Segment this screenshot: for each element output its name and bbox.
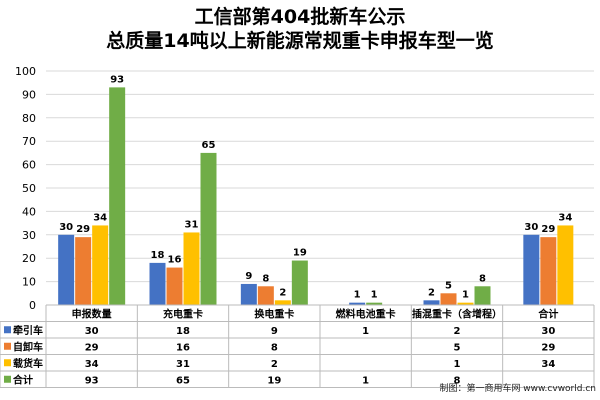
- data-label: 9: [245, 271, 252, 282]
- y-tick-label: 10: [22, 276, 36, 289]
- x-tick-label: 燃料电池重卡: [336, 307, 396, 320]
- table-cell: 9: [271, 326, 278, 337]
- x-tick-label: 换电重卡: [254, 307, 294, 320]
- x-tick-label: 充电重卡: [163, 307, 203, 320]
- bar: [240, 283, 257, 305]
- bar: [557, 225, 574, 305]
- chart-title-line2: 总质量14吨以上新能源常规重卡申报车型一览: [106, 30, 494, 52]
- legend-label: 载货车: [13, 357, 43, 370]
- data-label: 93: [110, 74, 124, 85]
- data-label: 8: [262, 273, 269, 284]
- data-label: 5: [445, 280, 452, 291]
- data-label: 16: [168, 255, 182, 266]
- y-tick-label: 100: [15, 65, 36, 78]
- x-tick-label: 申报数量: [72, 307, 112, 320]
- data-label: 2: [279, 287, 286, 298]
- x-tick-label: 合计: [537, 307, 558, 320]
- table-cell: 2: [271, 359, 278, 370]
- y-tick-label: 0: [29, 299, 36, 312]
- data-label: 30: [524, 222, 538, 233]
- table-cell: 65: [176, 375, 190, 386]
- table-cell: 34: [541, 359, 555, 370]
- data-label: 8: [479, 273, 486, 284]
- table-cell: 1: [362, 375, 369, 386]
- bar: [200, 152, 217, 305]
- table-cell: 2: [454, 326, 461, 337]
- bar: [257, 286, 274, 305]
- y-tick-label: 80: [22, 112, 36, 125]
- bar: [291, 260, 308, 305]
- legend-label: 牵引车: [13, 324, 43, 337]
- bar: [109, 87, 126, 305]
- table-cell: 31: [176, 359, 190, 370]
- data-label: 29: [76, 224, 90, 235]
- data-label: 31: [185, 219, 199, 230]
- bar: [92, 225, 109, 305]
- table-cell: 16: [176, 342, 190, 353]
- legend-swatch: [4, 342, 11, 350]
- table-cell: 8: [271, 342, 278, 353]
- y-tick-label: 70: [22, 135, 36, 148]
- chart-credit: 制图：第一商用车网 www.cvworld.cn: [439, 384, 596, 394]
- legend-swatch: [4, 375, 11, 383]
- bar: [183, 232, 200, 305]
- data-label: 34: [558, 212, 572, 223]
- y-tick-label: 40: [22, 205, 36, 218]
- data-label: 65: [202, 140, 216, 151]
- table-cell: 30: [541, 326, 555, 337]
- table-cell: 1: [454, 359, 461, 370]
- y-tick-label: 50: [22, 182, 36, 195]
- bar: [366, 302, 383, 305]
- table-cell: 5: [454, 342, 461, 353]
- bar: [274, 300, 291, 305]
- legend-swatch: [4, 359, 11, 367]
- bar: [58, 234, 75, 305]
- bar: [440, 293, 457, 305]
- bar: [166, 267, 183, 305]
- table-cell: 93: [85, 375, 99, 386]
- bar: [423, 300, 440, 305]
- data-label: 1: [371, 290, 378, 301]
- legend-label: 合计: [12, 373, 33, 386]
- table-cell: 30: [85, 326, 99, 337]
- table-cell: 34: [85, 359, 99, 370]
- data-label: 30: [59, 222, 73, 233]
- data-label: 1: [462, 290, 469, 301]
- y-tick-label: 90: [22, 88, 36, 101]
- data-label: 1: [354, 290, 361, 301]
- data-label: 19: [293, 248, 307, 259]
- bar: [457, 302, 474, 305]
- bar: [474, 286, 491, 305]
- table-cell: 1: [362, 326, 369, 337]
- data-label: 34: [93, 212, 107, 223]
- table-cell: 29: [541, 342, 555, 353]
- bar: [75, 237, 92, 305]
- legend-label: 自卸车: [13, 340, 43, 353]
- table-cell: 29: [85, 342, 99, 353]
- bar: [149, 262, 166, 305]
- bar: [540, 237, 557, 305]
- table-cell: 19: [267, 375, 281, 386]
- bar: [523, 234, 540, 305]
- table-cell: 8: [454, 375, 461, 386]
- legend-swatch: [4, 326, 11, 334]
- y-tick-label: 30: [22, 229, 36, 242]
- table-cell: 18: [176, 326, 190, 337]
- data-label: 29: [541, 224, 555, 235]
- data-label: 2: [428, 287, 435, 298]
- y-tick-label: 20: [22, 252, 36, 265]
- chart-title-line1: 工信部第404批新车公示: [194, 6, 406, 28]
- data-label: 18: [151, 250, 165, 261]
- bar: [349, 302, 366, 305]
- y-tick-label: 60: [22, 159, 36, 172]
- x-tick-label: 插混重卡（含增程）: [412, 307, 502, 320]
